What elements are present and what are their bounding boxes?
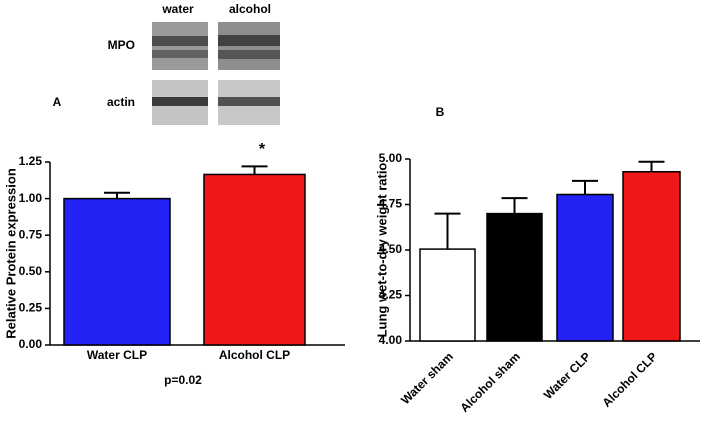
x-tick-label: Water sham xyxy=(398,349,456,407)
y-tick-label: 0.50 xyxy=(19,264,43,278)
y-tick-label: 4.75 xyxy=(379,197,403,211)
bar xyxy=(63,197,171,346)
panel-label: B xyxy=(436,105,445,119)
blot-column-label: alcohol xyxy=(229,2,271,16)
y-tick-label: 1.25 xyxy=(19,154,43,168)
bar xyxy=(622,170,681,342)
y-tick-label: 4.25 xyxy=(379,288,403,302)
x-tick-label: Water CLP xyxy=(87,348,147,362)
y-tick-label: 5.00 xyxy=(379,151,403,165)
y-tick-label: 1.00 xyxy=(19,191,43,205)
y-tick-label: 0.25 xyxy=(19,301,43,315)
blot-column-label: water xyxy=(161,2,194,16)
error-bar xyxy=(104,191,130,199)
blot-row-label: actin xyxy=(107,95,135,109)
x-tick-label: Alcohol CLP xyxy=(600,349,660,409)
p-value: p=0.02 xyxy=(164,373,202,387)
error-bar xyxy=(434,212,461,250)
y-tick-label: 0.00 xyxy=(19,337,43,351)
bar xyxy=(556,193,614,342)
y-tick-label: 4.00 xyxy=(379,333,403,347)
y-tick-label: 4.50 xyxy=(379,242,403,256)
bar xyxy=(419,248,476,342)
blot-image xyxy=(152,22,280,125)
y-tick-label: 0.75 xyxy=(19,227,43,241)
error-bar xyxy=(241,165,268,175)
significance-marker: * xyxy=(259,141,266,158)
error-bar xyxy=(501,197,528,214)
y-axis-label: Lung wet-to-dry weight ratio xyxy=(374,163,389,338)
y-axis-label: Relative Protein expression xyxy=(3,168,18,339)
error-bar xyxy=(638,160,665,172)
panel-label: A xyxy=(53,95,62,109)
bar xyxy=(203,173,306,346)
x-tick-label: Water CLP xyxy=(541,349,593,401)
x-tick-label: Alcohol sham xyxy=(457,349,523,415)
blot-row-label: MPO xyxy=(108,38,135,52)
bar xyxy=(486,212,543,342)
error-bar xyxy=(572,179,598,195)
x-tick-label: Alcohol CLP xyxy=(219,348,290,362)
